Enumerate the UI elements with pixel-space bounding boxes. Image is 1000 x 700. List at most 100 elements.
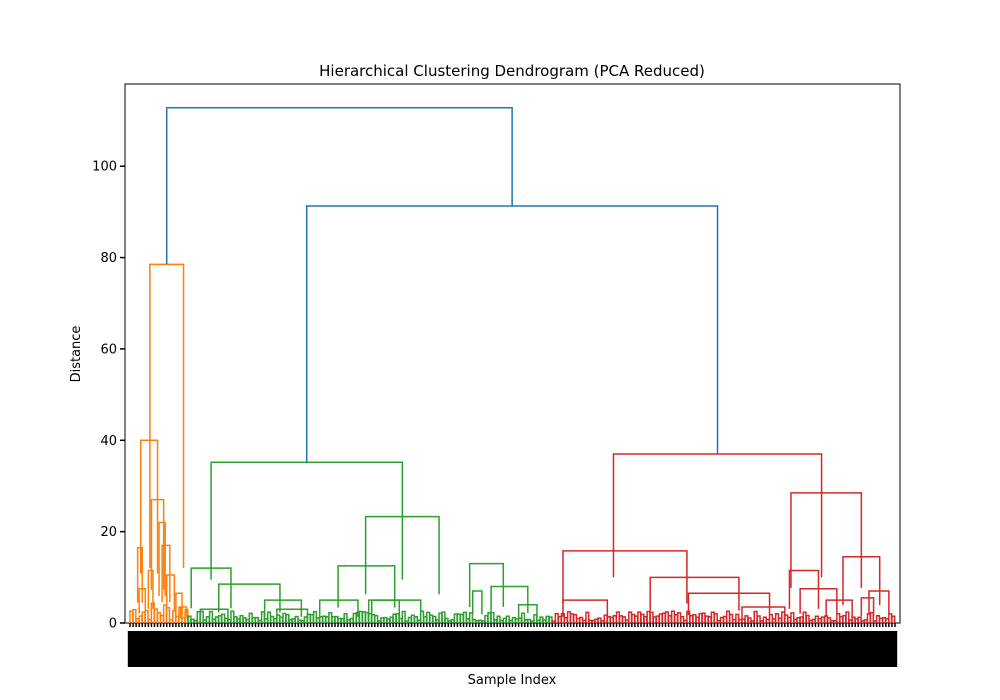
- x-tick-label-mark: [467, 631, 472, 667]
- x-tick-label-mark: [421, 631, 426, 667]
- x-tick-label-mark: [216, 631, 221, 667]
- x-tick-label-mark: [351, 631, 356, 667]
- x-tick-label-mark: [721, 631, 726, 667]
- x-tick-label-mark: [739, 631, 745, 667]
- leaf-merge: [756, 615, 761, 623]
- x-tick-label-mark: [693, 631, 699, 667]
- x-tick-label-mark: [418, 631, 423, 667]
- x-tick-label-mark: [479, 631, 485, 667]
- x-tick-label-mark: [837, 631, 843, 667]
- leaf-merge: [285, 613, 290, 623]
- x-tick-label-mark: [776, 631, 781, 667]
- x-tick-label-mark: [485, 631, 491, 667]
- x-tick-label-mark: [415, 631, 420, 667]
- cluster-link-red: [790, 492, 863, 588]
- x-tick-label-mark: [473, 631, 478, 667]
- x-tick-label-mark: [167, 631, 172, 667]
- x-tick-label-mark: [831, 631, 836, 667]
- x-tick-label-mark: [400, 631, 405, 667]
- x-tick-label-mark: [595, 631, 601, 667]
- x-tick-label-mark: [816, 631, 821, 667]
- cluster-link-red: [788, 569, 820, 609]
- x-tick-label-mark: [237, 631, 243, 667]
- x-tick-label-mark: [464, 631, 469, 667]
- x-tick-label-mark: [424, 631, 430, 667]
- x-tick-label-mark: [666, 631, 671, 667]
- x-tick-label-mark: [164, 631, 169, 667]
- cluster-link-orange: [158, 521, 166, 596]
- x-tick-label-mark: [247, 631, 252, 667]
- x-tick-label-mark: [669, 631, 674, 667]
- x-tick-label-mark: [375, 631, 381, 667]
- x-tick-label-mark: [522, 631, 527, 667]
- x-tick-label-mark: [430, 631, 436, 667]
- x-tick-label-mark: [130, 631, 136, 667]
- x-tick-label-mark: [268, 631, 273, 667]
- x-tick-label-mark: [311, 631, 316, 667]
- x-tick-label-mark: [718, 631, 723, 667]
- cluster-link-orange: [175, 592, 183, 615]
- cluster-link-orange: [149, 263, 185, 569]
- x-tick-label-mark: [846, 631, 852, 667]
- x-tick-label-mark: [329, 631, 335, 667]
- cluster-link-orange: [147, 569, 154, 609]
- x-tick-label-mark: [840, 631, 846, 667]
- x-tick-label-mark: [140, 631, 145, 667]
- leaf-merge: [468, 612, 474, 623]
- x-tick-label-mark: [470, 631, 475, 667]
- x-tick-label-mark: [179, 631, 185, 667]
- x-tick-label-mark: [592, 631, 598, 667]
- x-tick-label-mark: [253, 631, 258, 667]
- x-tick-label-mark: [675, 631, 680, 667]
- x-tick-label-mark: [289, 631, 295, 667]
- x-tick-label-mark: [657, 631, 662, 667]
- cluster-link-orange: [136, 546, 143, 603]
- x-tick-label-mark: [684, 631, 690, 667]
- x-tick-label-mark: [256, 631, 261, 667]
- x-tick-label-mark: [813, 631, 818, 667]
- cluster-link-green: [370, 599, 422, 617]
- x-tick-label-mark: [504, 631, 509, 667]
- x-tick-label-mark: [797, 631, 803, 667]
- x-tick-label-mark: [540, 631, 546, 667]
- x-tick-label-mark: [127, 631, 133, 667]
- x-tick-label-mark: [387, 631, 393, 667]
- cluster-link-orange: [138, 587, 147, 614]
- leaf-stubs: [129, 602, 896, 623]
- x-tick-label-mark: [580, 631, 586, 667]
- x-tick-label-mark: [449, 631, 454, 667]
- x-tick-label-mark: [302, 631, 307, 667]
- x-tick-label-mark: [161, 631, 166, 667]
- x-tick-label-mark: [825, 631, 830, 667]
- x-tick-label-mark: [158, 631, 163, 667]
- x-tick-label-mark: [369, 631, 374, 667]
- x-tick-label-mark: [461, 631, 466, 667]
- x-tick-label-mark: [143, 631, 148, 667]
- x-tick-label-mark: [225, 631, 231, 667]
- x-tick-label-mark: [299, 631, 304, 667]
- x-tick-label-mark: [638, 631, 644, 667]
- x-tick-label-mark: [403, 631, 408, 667]
- y-tick-label: 0: [109, 617, 117, 632]
- x-tick-label-mark: [843, 631, 849, 667]
- x-tick-label-mark: [865, 631, 870, 667]
- x-tick-label-mark: [565, 631, 570, 667]
- x-tick-label-mark: [234, 631, 240, 667]
- cluster-link-red: [687, 592, 771, 615]
- x-tick-label-mark: [862, 631, 867, 667]
- x-tick-label-mark: [556, 631, 561, 667]
- cluster-link-green: [490, 585, 529, 614]
- x-tick-label-mark: [874, 631, 879, 667]
- x-tick-label-mark: [482, 631, 488, 667]
- x-tick-label-mark: [687, 631, 693, 667]
- x-tick-label-mark: [871, 631, 876, 667]
- x-tick-label-mark: [822, 631, 827, 667]
- x-tick-label-mark: [745, 631, 751, 667]
- x-tick-label-mark: [703, 631, 708, 667]
- x-tick-label-mark: [491, 631, 497, 667]
- x-tick-label-mark: [207, 631, 212, 667]
- x-tick-label-mark: [455, 631, 460, 667]
- x-tick-label-mark: [571, 631, 576, 667]
- x-tick-label-mark: [357, 631, 362, 667]
- x-tick-label-mark: [345, 631, 350, 667]
